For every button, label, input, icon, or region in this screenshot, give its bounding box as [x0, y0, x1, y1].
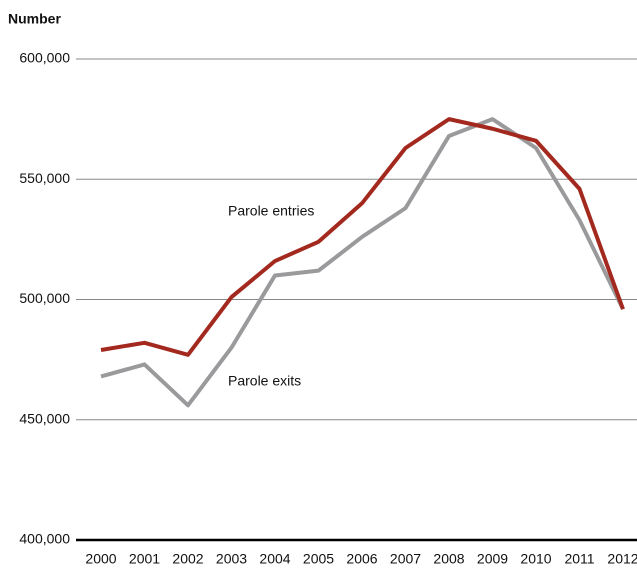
x-tick-label: 2011: [564, 551, 594, 567]
x-tick-label: 2004: [259, 551, 290, 567]
series-label: Parole entries: [228, 203, 314, 219]
x-tick-label: 2000: [85, 551, 116, 567]
x-tick-label: 2010: [520, 551, 551, 567]
x-tick-label: 2005: [303, 551, 334, 567]
x-tick-label: 2001: [129, 551, 160, 567]
x-tick-label: 2006: [346, 551, 377, 567]
y-tick-label: 400,000: [19, 531, 70, 547]
series-label: Parole exits: [228, 373, 301, 389]
x-tick-label: 2012: [607, 551, 637, 567]
x-tick-label: 2009: [477, 551, 508, 567]
y-axis-label: Number: [8, 11, 61, 27]
line-series: [100, 117, 625, 357]
y-tick-label: 600,000: [19, 50, 70, 66]
y-tick-label: 500,000: [19, 290, 70, 306]
x-tick-label: 2007: [390, 551, 421, 567]
y-tick-label: 550,000: [19, 170, 70, 186]
x-tick-label: 2008: [433, 551, 464, 567]
line-series: [100, 117, 625, 408]
y-tick-label: 450,000: [19, 410, 70, 426]
x-tick-label: 2002: [172, 551, 203, 567]
x-tick-label: 2003: [216, 551, 247, 567]
